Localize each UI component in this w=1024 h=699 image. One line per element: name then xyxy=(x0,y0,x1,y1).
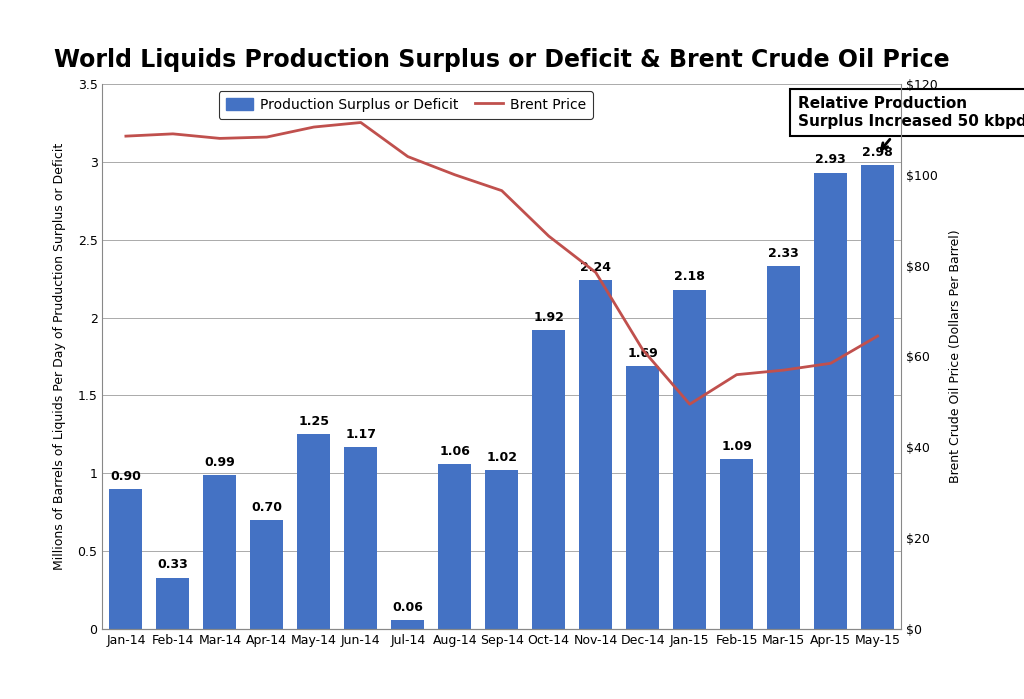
Bar xyxy=(861,165,894,629)
Title: World Liquids Production Surplus or Deficit & Brent Crude Oil Price: World Liquids Production Surplus or Defi… xyxy=(54,48,949,72)
Text: 1.69: 1.69 xyxy=(628,347,658,359)
Text: 0.70: 0.70 xyxy=(251,500,283,514)
Bar xyxy=(580,280,612,629)
Bar xyxy=(157,577,189,629)
Text: Relative Production
Surplus Increased 50 kbpd: Relative Production Surplus Increased 50… xyxy=(798,96,1024,150)
Bar xyxy=(627,366,659,629)
Bar xyxy=(251,520,284,629)
Bar xyxy=(344,447,377,629)
Bar xyxy=(532,330,565,629)
Bar xyxy=(814,173,847,629)
Text: 0.06: 0.06 xyxy=(392,600,423,614)
Bar xyxy=(767,266,800,629)
Bar xyxy=(391,620,424,629)
Text: 0.90: 0.90 xyxy=(111,470,141,483)
Text: 1.25: 1.25 xyxy=(298,415,330,428)
Text: 1.06: 1.06 xyxy=(439,445,470,458)
Bar xyxy=(485,470,518,629)
Bar xyxy=(204,475,237,629)
Text: 0.99: 0.99 xyxy=(205,456,236,468)
Text: 2.18: 2.18 xyxy=(674,271,706,283)
Text: 2.33: 2.33 xyxy=(768,247,799,260)
Text: 1.17: 1.17 xyxy=(345,428,376,440)
Bar xyxy=(110,489,142,629)
Bar xyxy=(438,464,471,629)
Bar xyxy=(297,434,331,629)
Y-axis label: Brent Crude Oil Price (Dollars Per Barrel): Brent Crude Oil Price (Dollars Per Barre… xyxy=(949,230,962,483)
Bar xyxy=(720,459,753,629)
Bar xyxy=(673,289,707,629)
Y-axis label: Millions of Barrels of Liquids Per Day of Pruduction Surplus or Deficit: Millions of Barrels of Liquids Per Day o… xyxy=(53,143,67,570)
Text: 1.02: 1.02 xyxy=(486,451,517,464)
Text: 0.33: 0.33 xyxy=(158,559,188,572)
Text: 2.98: 2.98 xyxy=(862,145,893,159)
Text: 2.93: 2.93 xyxy=(815,154,846,166)
Legend: Production Surplus or Deficit, Brent Price: Production Surplus or Deficit, Brent Pri… xyxy=(219,91,593,119)
Text: 1.09: 1.09 xyxy=(721,440,752,453)
Text: 1.92: 1.92 xyxy=(534,311,564,324)
Text: 2.24: 2.24 xyxy=(581,261,611,274)
